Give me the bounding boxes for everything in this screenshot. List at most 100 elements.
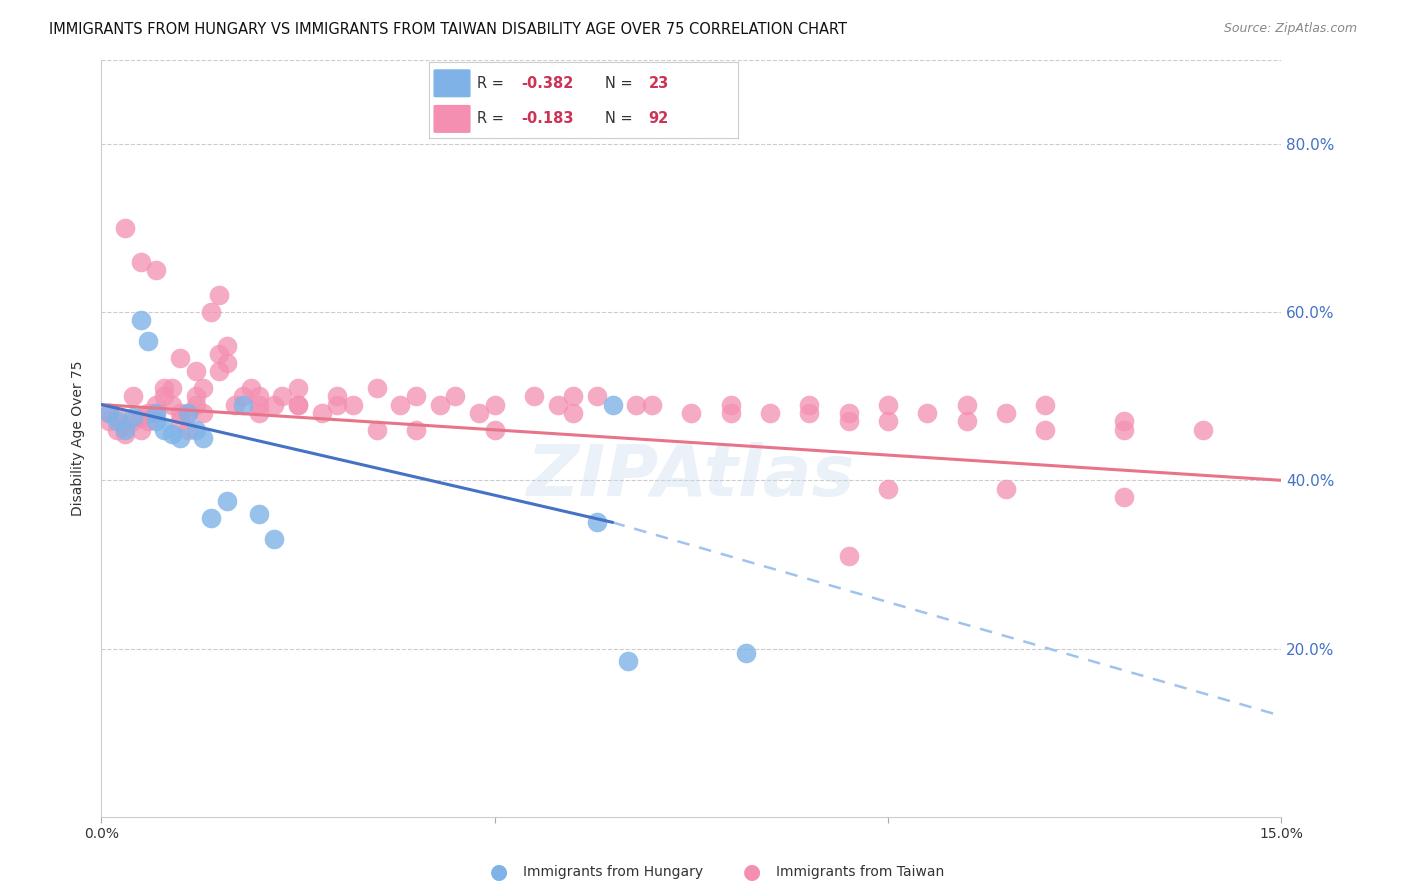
Point: [153, 381, 176, 395]
Point: [917, 406, 939, 420]
FancyBboxPatch shape: [433, 105, 471, 133]
Point: [366, 381, 388, 395]
Point: [1035, 398, 1057, 412]
Point: [342, 398, 364, 412]
Point: [105, 414, 128, 428]
Point: [193, 406, 215, 420]
Point: [247, 406, 270, 420]
Point: [105, 410, 128, 425]
Point: [160, 381, 183, 395]
Point: [129, 410, 152, 425]
Point: [877, 414, 900, 428]
Point: [735, 646, 758, 660]
Point: [641, 398, 664, 412]
Point: [617, 654, 640, 668]
Point: [193, 381, 215, 395]
Point: [405, 389, 427, 403]
Point: [720, 406, 742, 420]
Text: N =: N =: [605, 112, 637, 127]
Point: [145, 406, 167, 420]
Point: [287, 381, 309, 395]
Point: [523, 389, 546, 403]
Point: [184, 364, 207, 378]
Point: [145, 414, 167, 428]
Point: [169, 351, 191, 366]
Point: [429, 398, 451, 412]
Text: Immigrants from Taiwan: Immigrants from Taiwan: [776, 865, 945, 880]
Point: [145, 263, 167, 277]
Text: Immigrants from Hungary: Immigrants from Hungary: [523, 865, 703, 880]
Point: [177, 406, 200, 420]
Point: [562, 406, 585, 420]
Point: [114, 418, 136, 433]
Text: 23: 23: [648, 76, 669, 91]
Point: [217, 494, 239, 508]
Point: [138, 414, 160, 428]
Point: [208, 288, 231, 302]
Point: [169, 431, 191, 445]
Point: [160, 398, 183, 412]
Text: 92: 92: [648, 112, 669, 127]
Point: [405, 423, 427, 437]
Point: [169, 406, 191, 420]
Point: [838, 406, 860, 420]
Point: [177, 423, 200, 437]
Point: [1112, 414, 1135, 428]
Point: [287, 398, 309, 412]
Point: [247, 398, 270, 412]
Point: [184, 423, 207, 437]
Text: Source: ZipAtlas.com: Source: ZipAtlas.com: [1223, 22, 1357, 36]
Point: [145, 398, 167, 412]
Point: [160, 427, 183, 442]
Point: [247, 507, 270, 521]
Point: [799, 398, 821, 412]
Text: -0.183: -0.183: [522, 112, 574, 127]
Point: [193, 431, 215, 445]
Point: [121, 410, 143, 425]
Point: [838, 549, 860, 563]
Point: [114, 423, 136, 437]
Point: [177, 406, 200, 420]
Point: [326, 389, 349, 403]
Point: [263, 398, 285, 412]
Point: [311, 406, 333, 420]
Point: [1112, 423, 1135, 437]
Point: [586, 516, 609, 530]
Text: ●: ●: [744, 863, 761, 882]
Point: [586, 389, 609, 403]
Point: [326, 398, 349, 412]
Point: [232, 389, 254, 403]
Point: [956, 398, 979, 412]
Point: [366, 423, 388, 437]
Point: [184, 389, 207, 403]
Point: [129, 423, 152, 437]
Point: [129, 254, 152, 268]
Point: [271, 389, 294, 403]
Point: [169, 414, 191, 428]
Point: [247, 389, 270, 403]
Point: [153, 389, 176, 403]
Point: [995, 406, 1018, 420]
Point: [995, 482, 1018, 496]
Point: [208, 347, 231, 361]
Point: [1035, 423, 1057, 437]
Text: ZIPAtlas: ZIPAtlas: [527, 442, 856, 510]
Point: [877, 398, 900, 412]
Point: [98, 406, 121, 420]
Point: [200, 305, 222, 319]
Text: N =: N =: [605, 76, 637, 91]
Point: [98, 406, 121, 420]
Point: [444, 389, 467, 403]
Point: [138, 334, 160, 349]
Point: [129, 313, 152, 327]
Y-axis label: Disability Age Over 75: Disability Age Over 75: [72, 360, 86, 516]
Point: [720, 398, 742, 412]
Point: [389, 398, 412, 412]
Point: [224, 398, 246, 412]
Point: [681, 406, 703, 420]
Point: [208, 364, 231, 378]
Text: IMMIGRANTS FROM HUNGARY VS IMMIGRANTS FROM TAIWAN DISABILITY AGE OVER 75 CORRELA: IMMIGRANTS FROM HUNGARY VS IMMIGRANTS FR…: [49, 22, 848, 37]
Point: [626, 398, 648, 412]
Point: [484, 423, 506, 437]
Point: [759, 406, 782, 420]
